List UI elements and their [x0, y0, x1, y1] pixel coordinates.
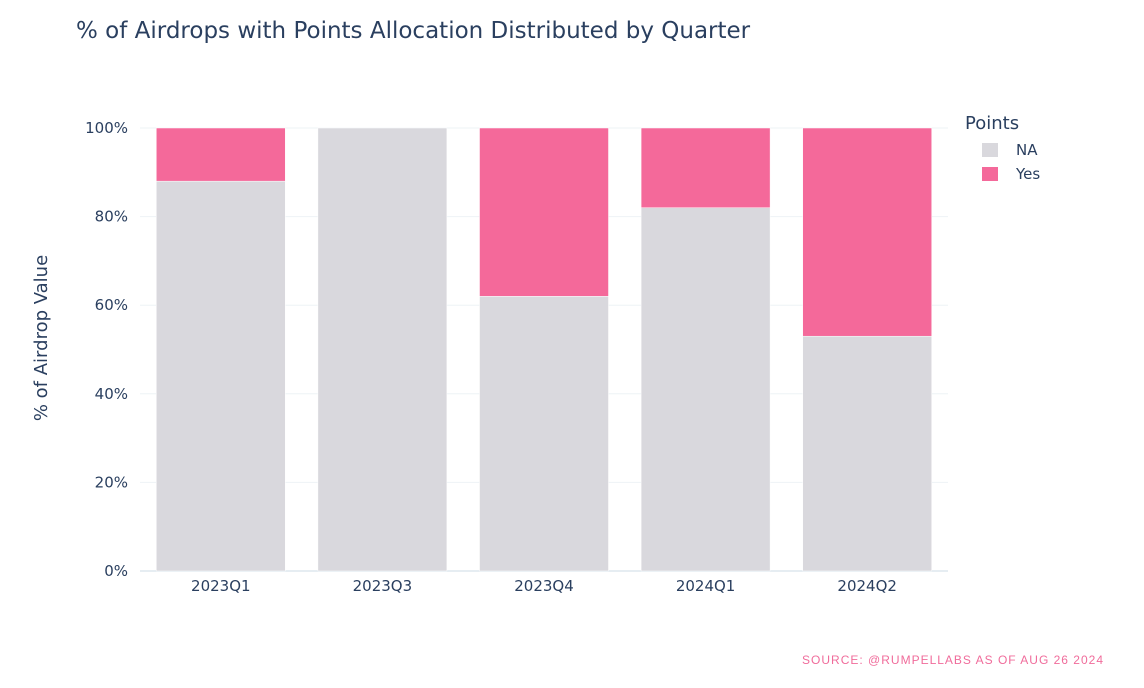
- bar-na-2023q1: [156, 180, 286, 572]
- x-tick-label: 2024Q2: [837, 577, 897, 595]
- bar-yes-2024q1: [640, 127, 771, 208]
- y-axis-title: % of Airdrop Value: [31, 255, 52, 421]
- source-note: SOURCE: @RUMPELLABS AS OF AUG 26 2024: [802, 653, 1104, 667]
- legend-label-na[interactable]: NA: [1016, 141, 1038, 159]
- x-tick-label: 2023Q1: [191, 577, 251, 595]
- legend: Points NA Yes: [965, 113, 1040, 183]
- x-tick-label: 2024Q1: [676, 577, 736, 595]
- bar-na-2024q1: [640, 207, 771, 572]
- bar-na-2024q2: [802, 335, 932, 572]
- bar-yes-2024q2: [802, 127, 932, 337]
- legend-swatch-yes[interactable]: [982, 167, 998, 181]
- x-tick-label: 2023Q3: [353, 577, 413, 595]
- bar-yes-2023q4: [479, 127, 609, 297]
- bar-na-2023q4: [479, 296, 609, 572]
- x-axis-ticks: 2023Q1 2023Q3 2023Q4 2024Q1 2024Q2: [191, 577, 897, 595]
- legend-swatch-na[interactable]: [982, 143, 998, 157]
- x-tick-label: 2023Q4: [514, 577, 574, 595]
- y-tick-label: 20%: [95, 473, 128, 491]
- y-tick-label: 100%: [85, 119, 128, 137]
- y-tick-label: 0%: [104, 562, 128, 580]
- legend-label-yes[interactable]: Yes: [1015, 165, 1040, 183]
- bar-na-2023q3: [317, 127, 448, 572]
- chart-title: % of Airdrops with Points Allocation Dis…: [76, 18, 751, 44]
- bar-yes-2023q1: [156, 127, 286, 182]
- bars: [156, 127, 932, 572]
- y-tick-label: 40%: [95, 385, 128, 403]
- y-tick-label: 60%: [95, 296, 128, 314]
- y-tick-label: 80%: [95, 208, 128, 226]
- y-axis-ticks: 0% 20% 40% 60% 80% 100%: [85, 119, 128, 580]
- legend-title: Points: [965, 113, 1019, 134]
